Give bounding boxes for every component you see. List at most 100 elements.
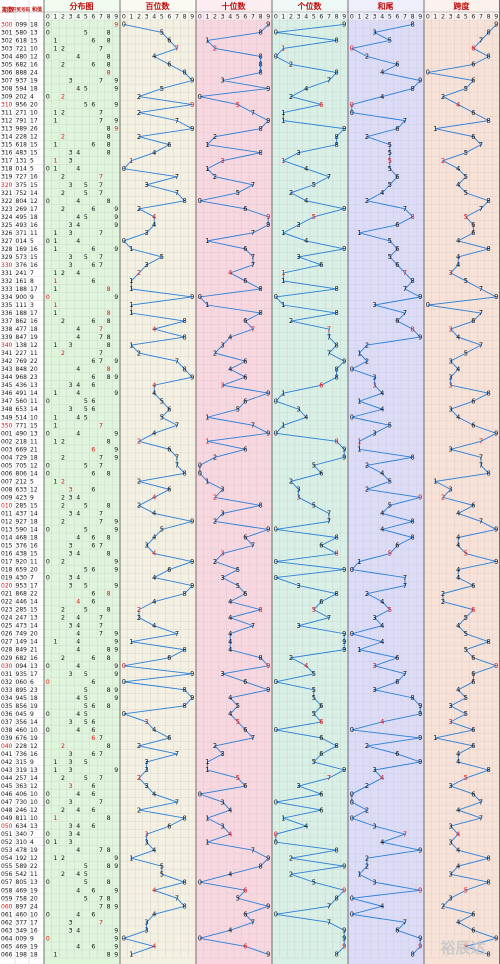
sum-value: 14: [30, 623, 38, 630]
trend-mark-tens: 1: [205, 165, 209, 173]
trend-mark-sum-tail: 6: [395, 261, 399, 269]
trend-mark-hundreds: 3: [144, 838, 148, 846]
trend-mark-tens: 0: [198, 93, 202, 101]
trend-mark-span: 4: [456, 333, 460, 341]
trend-mark-units: 0: [274, 838, 278, 846]
trend-mark-units: 1: [281, 109, 285, 117]
trend-mark-sum-tail: 0: [350, 911, 354, 919]
trend-mark-tens: 1: [205, 758, 209, 766]
trend-mark-hundreds: 6: [167, 37, 171, 45]
distribution-mark: 4: [76, 631, 80, 638]
sum-value: 9: [30, 711, 34, 718]
trend-mark-sum-tail: 3: [372, 766, 376, 774]
draw-number: 862: [16, 318, 28, 325]
trend-mark-span: 3: [448, 782, 452, 790]
trend-mark-span: 6: [471, 77, 475, 85]
draw-number: 895: [16, 687, 28, 694]
tick-label-span-3: 3: [449, 14, 453, 21]
trend-mark-units: 9: [342, 446, 346, 454]
sum-value: 3: [30, 302, 34, 309]
distribution-mark: 1: [53, 278, 57, 285]
distribution-mark: 8: [107, 37, 111, 44]
trend-mark-units: 6: [319, 542, 323, 550]
trend-mark-sum-tail: 6: [395, 173, 399, 181]
tick-label-sum-tail-7: 7: [403, 14, 407, 21]
draw-number: 377: [16, 919, 28, 926]
sum-value: 18: [30, 214, 38, 221]
trend-mark-hundreds: 1: [129, 285, 133, 293]
distribution-mark: 6: [91, 679, 95, 686]
trend-mark-units: 9: [342, 943, 346, 951]
issue-label: 301: [1, 29, 13, 36]
trend-mark-sum-tail: 7: [403, 670, 407, 678]
issue-label: 329: [1, 254, 13, 261]
sum-value: 22: [30, 863, 38, 870]
trend-mark-hundreds: 1: [129, 638, 133, 646]
draw-number: 897: [16, 903, 28, 910]
trend-mark-tens: 5: [236, 566, 240, 574]
draw-number: 460: [16, 727, 28, 734]
trend-mark-sum-tail: 4: [380, 405, 384, 413]
distribution-mark: 9: [114, 863, 118, 870]
trend-mark-hundreds: 3: [144, 782, 148, 790]
issue-label: 328: [1, 246, 13, 253]
trend-mark-sum-tail: 8: [410, 213, 414, 221]
trend-mark-units: 1: [281, 389, 285, 397]
distribution-mark: 4: [76, 847, 80, 854]
trend-mark-span: 4: [456, 365, 460, 373]
draw-number: 618: [16, 37, 28, 44]
distribution-mark: 7: [99, 735, 103, 742]
distribution-mark: 4: [76, 887, 80, 894]
distribution-mark: 2: [61, 110, 65, 117]
issue-label: 336: [1, 310, 13, 317]
trend-mark-units: 2: [289, 93, 293, 101]
distribution-mark: 5: [84, 29, 88, 36]
trend-mark-sum-tail: 7: [403, 205, 407, 213]
trend-mark-span: 4: [456, 101, 460, 109]
distribution-mark: 1: [53, 246, 57, 253]
issue-label: 314: [1, 134, 13, 141]
trend-mark-sum-tail: 2: [365, 133, 369, 141]
trend-mark-tens: 9: [266, 429, 270, 437]
trend-mark-tens: 2: [213, 133, 217, 141]
trend-mark-tens: 9: [266, 389, 270, 397]
distribution-mark: 8: [107, 895, 111, 902]
distribution-mark: 2: [61, 502, 65, 509]
draw-number: 227: [16, 350, 28, 357]
draw-number: 356: [16, 719, 28, 726]
distribution-mark: 7: [99, 422, 103, 429]
distribution-mark: 6: [91, 398, 95, 405]
issue-label: 339: [1, 334, 13, 341]
trend-mark-hundreds: 9: [190, 558, 194, 566]
trend-mark-hundreds: 2: [137, 774, 141, 782]
trend-mark-span: 5: [464, 710, 468, 718]
tick-label-distribution-6: 6: [91, 14, 95, 21]
trend-mark-hundreds: 6: [167, 654, 171, 662]
sum-value: 5: [30, 158, 34, 165]
trend-mark-sum-tail: 4: [380, 598, 384, 606]
sum-value: 12: [30, 462, 38, 469]
issue-label: 306: [1, 70, 13, 77]
sum-value: 14: [30, 526, 38, 533]
issue-label: 013: [1, 526, 13, 533]
trend-mark-tens: 5: [236, 101, 240, 109]
section-title-distribution: 分布图: [70, 1, 94, 11]
distribution-mark: 6: [91, 61, 95, 68]
trend-mark-units: 8: [334, 37, 338, 45]
trend-mark-sum-tail: 6: [395, 221, 399, 229]
issue-label: 342: [1, 358, 13, 365]
trend-mark-hundreds: 1: [129, 341, 133, 349]
distribution-mark: 6: [91, 37, 95, 44]
distribution-mark: 3: [69, 494, 73, 501]
distribution-mark: 6: [91, 943, 95, 950]
sum-value: 20: [30, 631, 38, 638]
trend-mark-units: 7: [327, 919, 331, 927]
tick-label-sum-tail-9: 9: [418, 14, 422, 21]
draw-number: 094: [16, 663, 28, 670]
issue-label: 055: [1, 863, 13, 870]
distribution-mark: 5: [84, 711, 88, 718]
distribution-mark: 8: [107, 438, 111, 445]
issue-label: 017: [1, 559, 13, 566]
issue-label: 034: [1, 695, 13, 702]
trend-mark-hundreds: 8: [182, 69, 186, 77]
